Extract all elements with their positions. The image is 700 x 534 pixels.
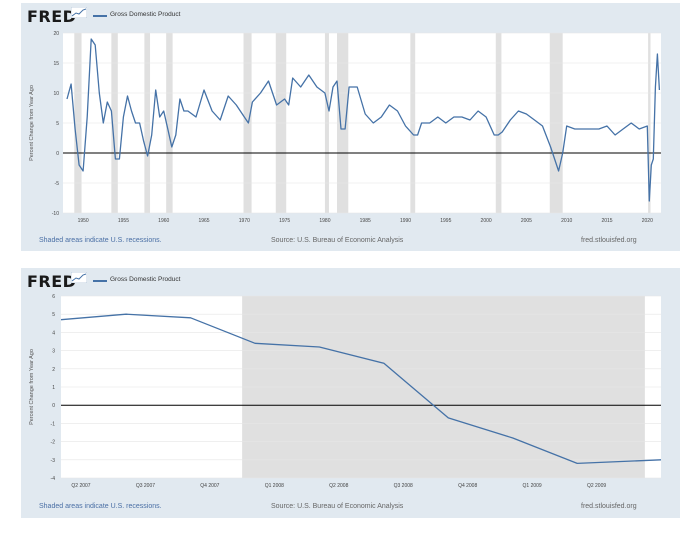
y-tick-label: 20	[53, 31, 59, 37]
x-tick-label: Q2 2008	[329, 483, 348, 489]
x-tick-label: 1950	[78, 218, 89, 224]
source-note: Source: U.S. Bureau of Economic Analysis	[271, 237, 404, 244]
y-tick-label: 5	[52, 312, 55, 318]
x-tick-label: 1960	[158, 218, 169, 224]
y-tick-label: 0	[52, 403, 55, 409]
fred-chart-icon	[71, 272, 87, 283]
y-tick-label: -4	[51, 476, 56, 482]
recession-note: Shaded areas indicate U.S. recessions.	[39, 237, 162, 244]
x-tick-label: 2015	[601, 218, 612, 224]
x-tick-label: Q2 2007	[71, 483, 90, 489]
y-tick-label: 5	[56, 121, 59, 127]
x-tick-label: 1975	[279, 218, 290, 224]
y-tick-label: -1	[51, 421, 56, 427]
fred-url[interactable]: fred.stlouisfed.org	[581, 237, 637, 244]
x-tick-label: 2010	[561, 218, 572, 224]
gdp-series-line	[60, 313, 662, 465]
x-tick-label: Q1 2008	[265, 483, 284, 489]
x-tick-label: 2000	[481, 218, 492, 224]
x-tick-label: Q4 2007	[200, 483, 219, 489]
chart-panel-long-run: FRED Gross Domestic Product -10 -5 0 5 10 15 2…	[21, 3, 680, 251]
x-tick-label: 1955	[118, 218, 129, 224]
x-tick-label: 2020	[642, 218, 653, 224]
x-tick-label: 2005	[521, 218, 532, 224]
legend-swatch	[93, 280, 107, 282]
x-tick-label: Q2 2009	[587, 483, 606, 489]
y-tick-label: 15	[53, 61, 59, 67]
source-note: Source: U.S. Bureau of Economic Analysis	[271, 503, 404, 510]
y-tick-label: 1	[52, 385, 55, 391]
fred-logo: FRED	[27, 272, 77, 291]
legend-swatch	[93, 15, 107, 17]
y-tick-label: 2	[52, 367, 55, 373]
x-tick-label: Q3 2008	[394, 483, 413, 489]
y-axis-label: Percent Change from Year Ago	[29, 85, 35, 161]
x-tick-label: 1970	[239, 218, 250, 224]
fred-logo: FRED	[27, 7, 77, 26]
recession-note: Shaded areas indicate U.S. recessions.	[39, 503, 162, 510]
y-tick-label: 6	[52, 294, 55, 300]
y-tick-label: 4	[52, 330, 55, 336]
chart-panel-recession-zoom: FRED Gross Domestic Product -4 -3 -2 -1 0 1 2 3…	[21, 268, 680, 518]
x-tick-label: 1985	[360, 218, 371, 224]
y-tick-label: 0	[56, 151, 59, 157]
x-tick-label: 1965	[198, 218, 209, 224]
y-tick-label: -3	[51, 458, 56, 464]
gdp-recession-chart: -4 -3 -2 -1 0 1 2 3 4 5 6 Q2 2007 Q3 2007 Q4 2007 Q1 2…	[29, 294, 662, 489]
y-tick-label: 10	[53, 91, 59, 97]
x-tick-label: 1990	[400, 218, 411, 224]
fred-chart-icon	[71, 7, 87, 18]
y-axis-label: Percent Change from Year Ago	[29, 349, 35, 425]
y-tick-label: -10	[52, 211, 59, 217]
legend-label: Gross Domestic Product	[110, 276, 181, 283]
y-tick-label: -5	[55, 181, 60, 187]
x-tick-label: 1980	[319, 218, 330, 224]
x-tick-label: Q4 2008	[458, 483, 477, 489]
legend-label: Gross Domestic Product	[110, 11, 181, 18]
gdp-long-run-chart: -10 -5 0 5 10 15 20 1950 1955 1960 1965 1970 1975 198…	[29, 31, 661, 224]
x-tick-label: Q1 2009	[523, 483, 542, 489]
x-tick-label: 1995	[440, 218, 451, 224]
y-tick-label: 3	[52, 349, 55, 355]
gdp-series-line	[66, 38, 661, 202]
y-tick-label: -2	[51, 440, 56, 446]
fred-url[interactable]: fred.stlouisfed.org	[581, 503, 637, 510]
x-tick-label: Q3 2007	[136, 483, 155, 489]
